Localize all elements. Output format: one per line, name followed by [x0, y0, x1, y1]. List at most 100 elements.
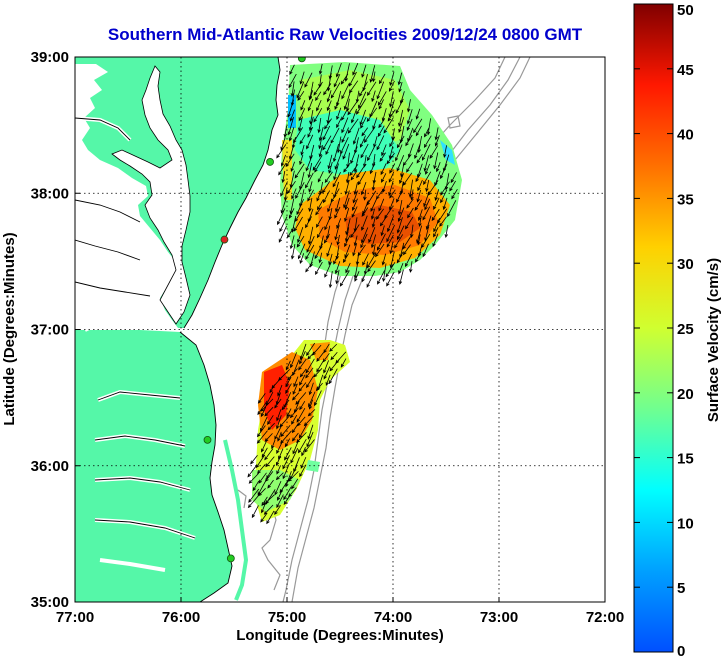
velocity-arrow	[299, 374, 306, 386]
velocity-arrow	[278, 162, 287, 176]
velocity-arrow	[341, 127, 349, 144]
velocity-arrow	[381, 144, 387, 157]
velocity-arrow	[263, 494, 275, 506]
velocity-arrow	[433, 152, 439, 170]
velocity-arrow	[388, 180, 394, 197]
velocity-arrow	[316, 216, 323, 228]
velocity-arrow	[315, 91, 322, 101]
velocity-arrow	[422, 243, 429, 258]
velocity-arrow	[289, 170, 295, 189]
y-tick-label: 36:00	[31, 458, 69, 475]
velocity-arrow	[289, 64, 295, 76]
velocity-arrow	[429, 145, 439, 159]
velocity-arrow	[269, 384, 276, 394]
velocity-arrow	[305, 154, 313, 172]
velocity-arrow	[449, 180, 456, 192]
velocity-arrow	[344, 207, 350, 223]
velocity-arrow	[285, 376, 292, 388]
velocity-arrow	[293, 216, 303, 232]
velocity-arrow	[274, 424, 283, 440]
velocity-arrow	[385, 262, 396, 278]
velocity-arrow	[274, 480, 282, 496]
velocity-arrow	[322, 125, 331, 141]
radar-station-marker	[266, 158, 274, 166]
velocity-arrow	[289, 208, 295, 219]
y-tick-label: 39:00	[31, 49, 69, 66]
velocity-arrow	[256, 430, 268, 444]
velocity-arrow	[395, 144, 403, 162]
velocity-arrow	[296, 416, 306, 427]
radar-station-marker	[203, 435, 212, 444]
velocity-arrow	[397, 72, 403, 86]
velocity-arrow	[440, 189, 448, 204]
velocity-arrow	[247, 494, 260, 509]
velocity-arrow	[299, 134, 306, 145]
velocity-arrow	[376, 233, 386, 251]
velocity-arrow	[409, 261, 413, 273]
velocity-arrow	[298, 423, 308, 439]
velocity-arrow	[298, 116, 303, 132]
velocity-arrow	[291, 414, 298, 425]
velocity-arrow	[326, 90, 332, 103]
velocity-arrow	[341, 83, 350, 100]
velocity-arrow	[442, 197, 448, 211]
velocity-arrow	[396, 135, 405, 149]
velocity-arrow	[415, 125, 422, 137]
velocity-arrow	[287, 116, 294, 136]
velocity-arrow	[308, 181, 313, 193]
velocity-arrow	[352, 190, 358, 204]
velocity-arrow	[271, 439, 276, 450]
velocity-arrow	[447, 200, 457, 218]
velocity-arrow	[260, 406, 267, 418]
velocity-arrow	[328, 65, 333, 80]
velocity-arrow	[407, 207, 414, 219]
velocity-arrow	[360, 116, 367, 129]
velocity-arrow	[323, 83, 332, 96]
velocity-arrows	[247, 62, 458, 525]
velocity-arrow	[339, 270, 350, 287]
velocity-arrow	[424, 163, 430, 175]
velocity-arrow	[279, 414, 291, 428]
velocity-arrow	[299, 368, 307, 378]
velocity-arrow	[301, 446, 306, 457]
velocity-arrow	[362, 253, 369, 266]
velocity-arrow	[356, 163, 366, 179]
velocity-arrow	[308, 90, 314, 101]
velocity-arrow	[299, 400, 306, 411]
colorbar-tick-label: 0	[677, 643, 685, 659]
y-tick-label: 35:00	[31, 594, 69, 611]
velocity-arrow	[398, 200, 403, 216]
velocity-arrow	[433, 217, 440, 233]
velocity-arrow	[288, 144, 295, 160]
velocity-arrow	[264, 433, 273, 442]
velocity-arrow	[414, 143, 421, 160]
velocity-arrow	[326, 242, 333, 257]
velocity-arrow	[305, 172, 314, 189]
velocity-arrow	[389, 163, 396, 174]
velocity-arrow	[371, 90, 376, 103]
velocity-arrow	[316, 352, 324, 362]
velocity-arrow	[375, 208, 385, 220]
velocity-arrow	[361, 127, 369, 137]
velocity-arrow	[336, 107, 342, 121]
velocity-arrow	[257, 400, 268, 416]
velocity-arrow	[380, 225, 385, 237]
velocity-arrow	[402, 244, 411, 256]
velocity-arrow	[344, 235, 351, 248]
velocity-arrow	[387, 215, 394, 233]
velocity-arrow	[316, 189, 322, 202]
velocity-arrow	[323, 233, 330, 244]
y-axis-label: Latitude (Degrees:Minutes)	[1, 232, 18, 425]
velocity-arrow	[291, 424, 299, 434]
velocity-arrow	[334, 261, 341, 275]
velocity-arrow	[281, 170, 286, 184]
velocity-arrow	[281, 399, 290, 411]
velocity-arrow	[316, 360, 324, 373]
velocity-arrow	[406, 198, 414, 209]
velocity-arrow	[299, 464, 307, 478]
velocity-arrow	[413, 118, 423, 134]
velocity-arrow	[417, 209, 423, 222]
velocity-arrow	[388, 99, 395, 118]
velocity-arrow	[444, 224, 449, 238]
velocity-arrow	[293, 376, 299, 388]
